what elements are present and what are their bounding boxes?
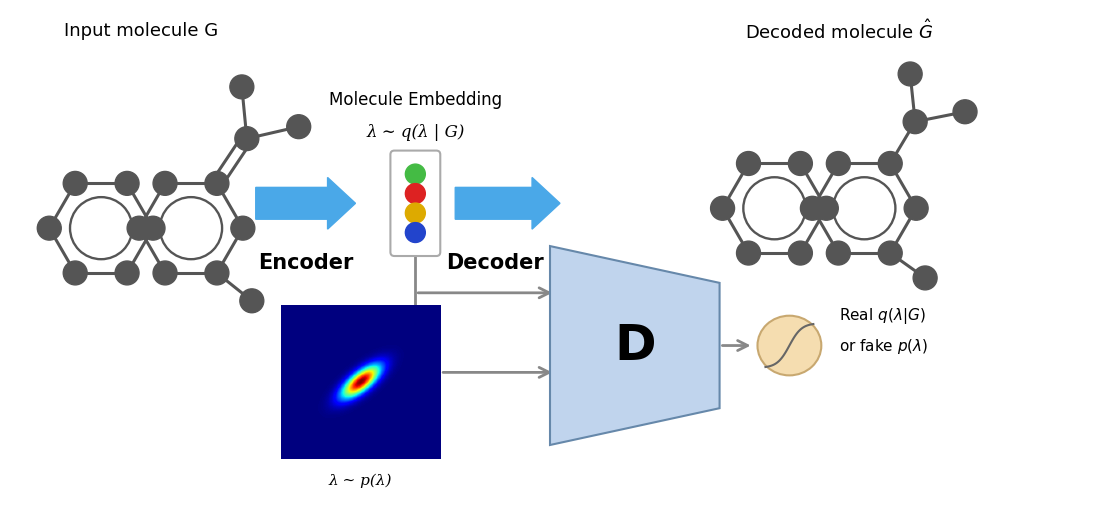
Circle shape — [230, 75, 254, 99]
Text: λ ∼ q(λ | G): λ ∼ q(λ | G) — [367, 124, 465, 141]
Circle shape — [63, 171, 87, 195]
Text: D: D — [614, 322, 656, 369]
Circle shape — [141, 216, 164, 240]
Circle shape — [115, 261, 139, 285]
Circle shape — [788, 241, 813, 265]
Text: Decoder: Decoder — [446, 253, 544, 273]
Circle shape — [899, 62, 922, 86]
Circle shape — [711, 196, 734, 220]
Circle shape — [405, 223, 425, 242]
Circle shape — [115, 171, 139, 195]
Circle shape — [405, 183, 425, 204]
Circle shape — [788, 152, 813, 176]
Circle shape — [913, 266, 937, 290]
Circle shape — [231, 216, 255, 240]
Circle shape — [953, 100, 977, 124]
Circle shape — [903, 110, 927, 134]
Circle shape — [736, 152, 761, 176]
Circle shape — [405, 164, 425, 184]
Circle shape — [827, 241, 850, 265]
Circle shape — [879, 241, 902, 265]
Polygon shape — [550, 246, 720, 445]
Circle shape — [38, 216, 61, 240]
Text: Real $q(\lambda | G)$
or fake $p(\lambda)$: Real $q(\lambda | G)$ or fake $p(\lambda… — [839, 306, 928, 356]
Circle shape — [904, 196, 928, 220]
FancyBboxPatch shape — [391, 151, 440, 256]
Circle shape — [815, 196, 838, 220]
Circle shape — [235, 127, 258, 151]
Text: Input molecule G: Input molecule G — [64, 22, 219, 40]
Text: Decoded molecule $\hat{G}$: Decoded molecule $\hat{G}$ — [745, 19, 933, 43]
FancyArrow shape — [455, 178, 560, 229]
Circle shape — [153, 171, 177, 195]
Circle shape — [240, 289, 264, 313]
Circle shape — [63, 261, 87, 285]
Circle shape — [205, 171, 229, 195]
Circle shape — [153, 261, 177, 285]
Circle shape — [879, 152, 902, 176]
Circle shape — [287, 115, 310, 139]
Text: Encoder: Encoder — [258, 253, 353, 273]
Ellipse shape — [757, 315, 821, 376]
Circle shape — [205, 261, 229, 285]
FancyArrow shape — [256, 178, 355, 229]
Circle shape — [827, 152, 850, 176]
Circle shape — [736, 241, 761, 265]
Circle shape — [405, 203, 425, 223]
Text: Molecule Embedding: Molecule Embedding — [329, 91, 502, 109]
Circle shape — [800, 196, 825, 220]
Text: λ ∼ p(λ): λ ∼ p(λ) — [329, 474, 392, 488]
Circle shape — [127, 216, 151, 240]
